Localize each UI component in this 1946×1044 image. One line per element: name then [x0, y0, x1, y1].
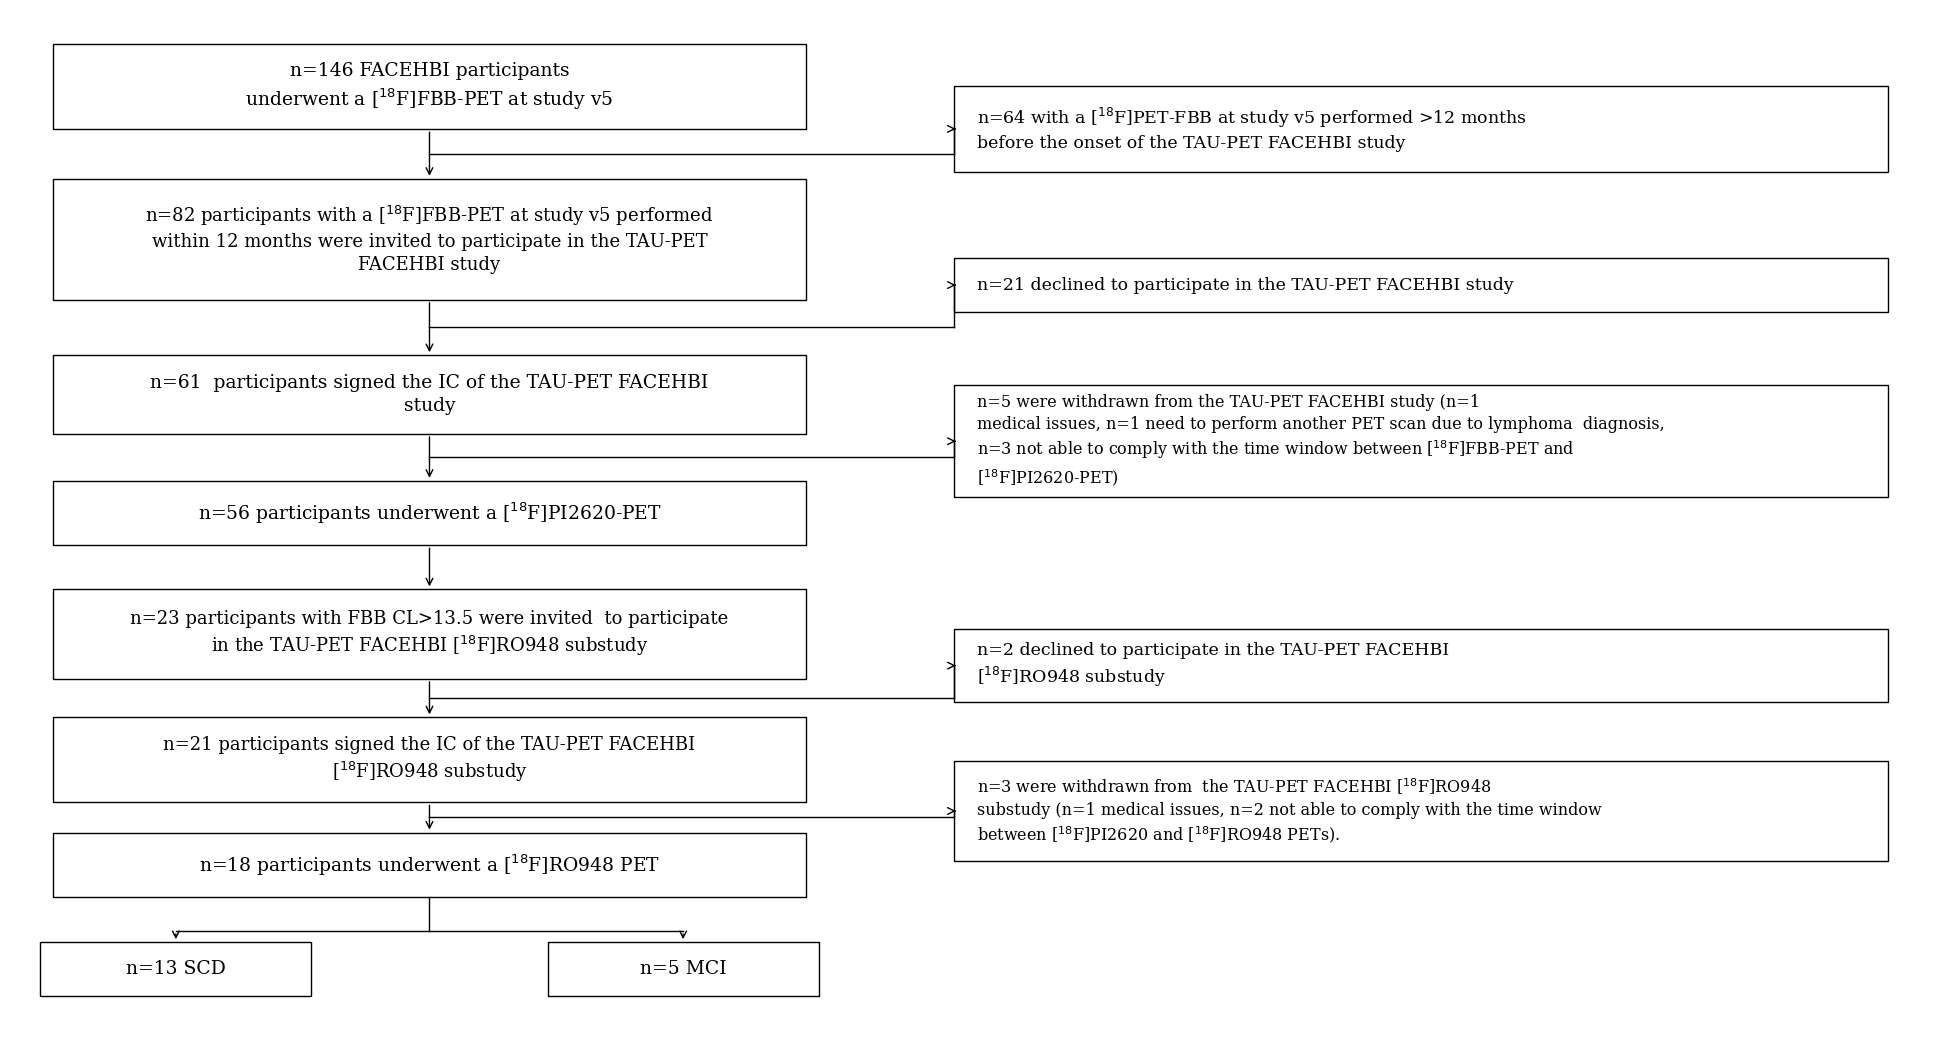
FancyBboxPatch shape [53, 717, 806, 803]
Text: n=23 participants with FBB CL>13.5 were invited  to participate
in the TAU-PET F: n=23 participants with FBB CL>13.5 were … [130, 610, 728, 659]
FancyBboxPatch shape [53, 355, 806, 434]
Text: n=2 declined to participate in the TAU-PET FACEHBI
[$^{18}$F]RO948 substudy: n=2 declined to participate in the TAU-P… [977, 642, 1450, 689]
Text: n=5 were withdrawn from the TAU-PET FACEHBI study (n=1
medical issues, n=1 need : n=5 were withdrawn from the TAU-PET FACE… [977, 395, 1664, 489]
Text: n=146 FACEHBI participants
underwent a [$^{18}$F]FBB-PET at study v5: n=146 FACEHBI participants underwent a [… [245, 62, 613, 112]
FancyBboxPatch shape [41, 942, 311, 996]
FancyBboxPatch shape [954, 628, 1888, 703]
Text: n=21 declined to participate in the TAU-PET FACEHBI study: n=21 declined to participate in the TAU-… [977, 277, 1514, 293]
FancyBboxPatch shape [954, 258, 1888, 312]
FancyBboxPatch shape [53, 832, 806, 897]
Text: n=18 participants underwent a [$^{18}$F]RO948 PET: n=18 participants underwent a [$^{18}$F]… [198, 852, 660, 878]
Text: n=3 were withdrawn from  the TAU-PET FACEHBI [$^{18}$F]RO948
substudy (n=1 medic: n=3 were withdrawn from the TAU-PET FACE… [977, 777, 1602, 846]
FancyBboxPatch shape [954, 87, 1888, 171]
Text: n=56 participants underwent a [$^{18}$F]PI2620-PET: n=56 participants underwent a [$^{18}$F]… [197, 500, 662, 526]
FancyBboxPatch shape [954, 761, 1888, 861]
FancyBboxPatch shape [954, 385, 1888, 497]
Text: n=13 SCD: n=13 SCD [126, 959, 226, 978]
Text: n=5 MCI: n=5 MCI [640, 959, 726, 978]
FancyBboxPatch shape [53, 44, 806, 129]
Text: n=61  participants signed the IC of the TAU-PET FACEHBI
study: n=61 participants signed the IC of the T… [150, 374, 708, 416]
FancyBboxPatch shape [547, 942, 819, 996]
Text: n=21 participants signed the IC of the TAU-PET FACEHBI
[$^{18}$F]RO948 substudy: n=21 participants signed the IC of the T… [163, 736, 695, 784]
Text: n=64 with a [$^{18}$F]PET-FBB at study v5 performed >12 months
before the onset : n=64 with a [$^{18}$F]PET-FBB at study v… [977, 106, 1528, 151]
FancyBboxPatch shape [53, 589, 806, 679]
Text: n=82 participants with a [$^{18}$F]FBB-PET at study v5 performed
within 12 month: n=82 participants with a [$^{18}$F]FBB-P… [146, 205, 714, 275]
FancyBboxPatch shape [53, 179, 806, 300]
FancyBboxPatch shape [53, 480, 806, 545]
